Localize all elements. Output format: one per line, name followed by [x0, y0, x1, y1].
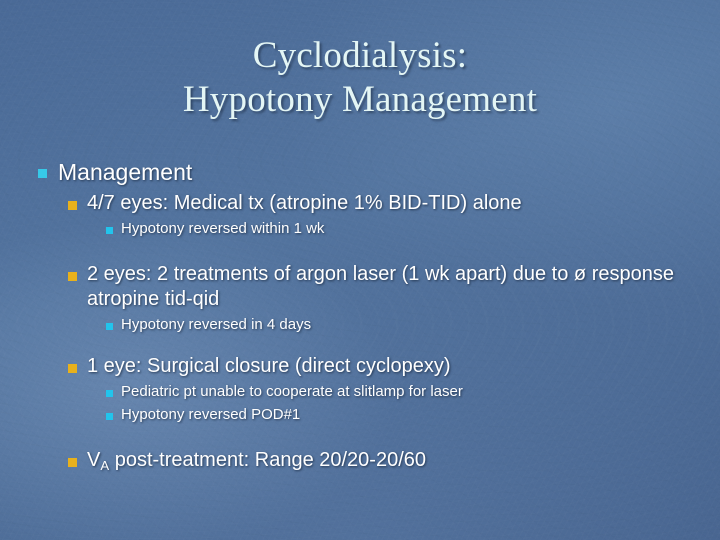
slide-title-line-1: Cyclodialysis: — [252, 35, 468, 76]
bullet-level3-label: Hypotony reversed POD#1 — [121, 406, 301, 423]
spacer — [38, 239, 698, 258]
bullet-square-icon — [106, 323, 113, 330]
bullet-level3-item-2-sub-1: Hypotony reversed in 4 days — [106, 315, 698, 335]
bullet-level3-label: Hypotony reversed within 1 wk — [121, 220, 325, 237]
bullet-square-icon — [68, 272, 77, 281]
bullet-level2-item-4: VA post-treatment: Range 20/20-20/60 — [68, 448, 698, 474]
bullet-square-icon — [38, 169, 47, 178]
slide-body: Management 4/7 eyes: Medical tx (atropin… — [38, 158, 698, 474]
bullet-square-icon — [106, 227, 113, 234]
va-prefix: V — [87, 449, 101, 471]
bullet-level3-label: Pediatric pt unable to cooperate at slit… — [121, 383, 463, 400]
bullet-level2-label-visual-acuity: VA post-treatment: Range 20/20-20/60 — [87, 448, 426, 474]
bullet-level3-item-3-sub-2: Hypotony reversed POD#1 — [106, 405, 698, 425]
slide-title: Cyclodialysis: Hypotony Management — [0, 34, 720, 122]
bullet-level3-item-1-sub-1: Hypotony reversed within 1 wk — [106, 219, 698, 239]
bullet-square-icon — [68, 201, 77, 210]
bullet-level1-management: Management — [38, 158, 698, 187]
bullet-square-icon — [106, 413, 113, 420]
bullet-level1-label: Management — [58, 159, 193, 185]
bullet-level2-label: 1 eye: Surgical closure (direct cyclopex… — [87, 355, 451, 377]
bullet-level2-label: 2 eyes: 2 treatments of argon laser (1 w… — [87, 263, 674, 310]
bullet-square-icon — [68, 364, 77, 373]
bullet-square-icon — [68, 458, 77, 467]
va-text: post-treatment: Range 20/20-20/60 — [109, 449, 427, 471]
bullet-level3-label: Hypotony reversed in 4 days — [121, 316, 312, 333]
va-subscript: A — [100, 457, 110, 473]
spacer — [38, 425, 698, 444]
slide-title-line-2: Hypotony Management — [182, 79, 538, 120]
bullet-square-icon — [106, 390, 113, 397]
bullet-level2-item-1: 4/7 eyes: Medical tx (atropine 1% BID-TI… — [68, 191, 698, 216]
bullet-level2-item-3: 1 eye: Surgical closure (direct cyclopex… — [68, 354, 698, 379]
spacer — [38, 335, 698, 350]
bullet-level3-item-3-sub-1: Pediatric pt unable to cooperate at slit… — [106, 382, 698, 402]
bullet-level2-label: 4/7 eyes: Medical tx (atropine 1% BID-TI… — [87, 192, 522, 214]
bullet-level2-item-2: 2 eyes: 2 treatments of argon laser (1 w… — [68, 262, 698, 312]
